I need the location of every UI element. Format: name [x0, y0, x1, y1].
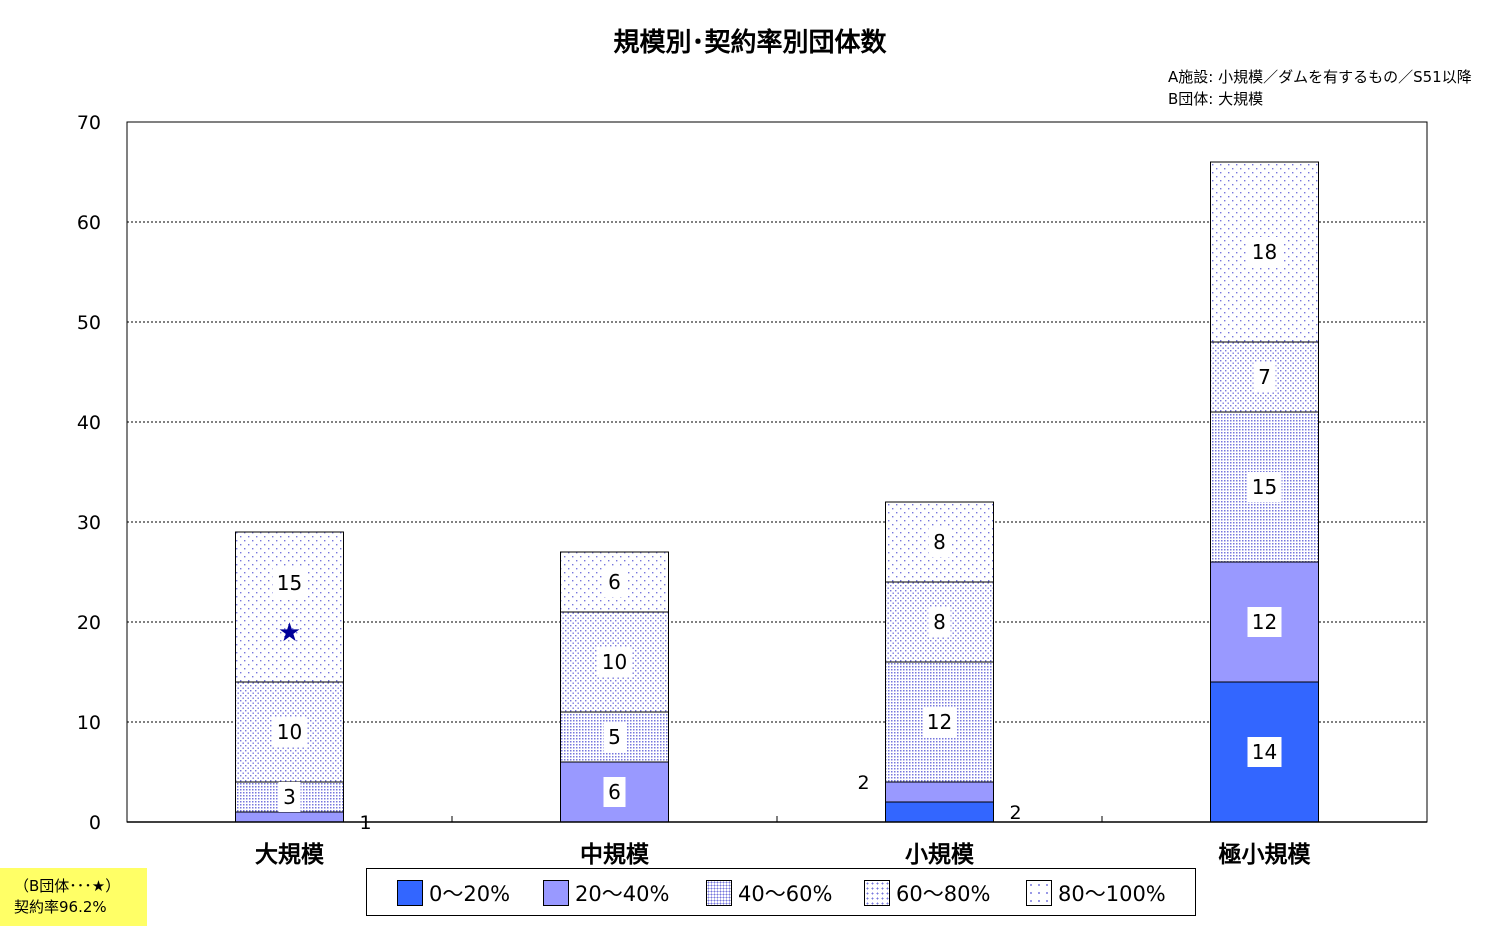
legend-swatch: [706, 880, 732, 906]
data-label: 15: [1252, 475, 1277, 499]
x-category-label: 極小規模: [1219, 841, 1312, 868]
note-line-b: B団体: 大規模: [1168, 90, 1264, 108]
marker-note-box: （B団体･･･★） 契約率96.2%: [0, 868, 147, 926]
legend-label: 60～80%: [896, 882, 991, 906]
data-label-bg: [1253, 362, 1276, 392]
data-label: 1: [359, 812, 371, 834]
y-tick-label: 0: [89, 812, 101, 834]
data-label-bg: [352, 808, 379, 834]
data-label-bg: [922, 707, 957, 737]
data-label-bg: [272, 717, 307, 747]
data-label-bg: [1002, 798, 1029, 824]
star-marker-icon: ★: [278, 618, 301, 648]
data-label: 10: [277, 720, 302, 744]
data-label: 8: [933, 530, 946, 554]
data-label: 8: [933, 610, 946, 634]
legend-label: 20～40%: [575, 882, 670, 906]
data-label: 14: [1252, 740, 1277, 764]
y-tick-label: 30: [77, 512, 101, 534]
data-label-bg: [1247, 607, 1282, 637]
legend-item: 0～20%: [397, 879, 510, 907]
data-label-bg: [597, 647, 632, 677]
legend-note: A施設: 小規模／ダムを有するもの／S51以降 B団体: 大規模: [1168, 66, 1472, 110]
note-line-a: A施設: 小規模／ダムを有するもの／S51以降: [1168, 68, 1472, 86]
data-label: 12: [927, 710, 952, 734]
data-label-bg: [603, 777, 626, 807]
data-label-bg: [1247, 472, 1282, 502]
legend-swatch: [397, 880, 423, 906]
legend-item: 40～60%: [706, 879, 832, 907]
y-tick-label: 70: [77, 112, 101, 134]
data-label-bg: [1247, 737, 1282, 767]
data-label-bg: [928, 607, 951, 637]
legend: 0～20% 20～40% 40～60% 60～80% 80～100%: [366, 868, 1196, 916]
legend-swatch: [1026, 880, 1052, 906]
legend-label: 0～20%: [429, 882, 511, 906]
data-label: 2: [857, 772, 869, 794]
data-label-bg: [603, 722, 626, 752]
data-label: 5: [608, 725, 621, 749]
bar-segment: [885, 781, 994, 803]
data-label: 18: [1252, 240, 1277, 264]
legend-item: 20～40%: [543, 879, 669, 907]
data-label: 12: [1252, 610, 1277, 634]
bar-segment: [885, 801, 994, 823]
y-tick-label: 10: [77, 712, 101, 734]
data-label-bg: [928, 527, 951, 557]
x-category-label: 中規模: [580, 842, 650, 868]
data-label-bg: [278, 782, 301, 812]
data-label: 2: [1009, 802, 1021, 824]
bar-segment: [235, 811, 344, 823]
data-label: 6: [608, 570, 621, 594]
legend-item: 80～100%: [1026, 879, 1166, 907]
y-tick-label: 20: [77, 612, 101, 634]
marker-note-line2: 契約率96.2%: [14, 898, 107, 916]
data-label: 7: [1258, 365, 1271, 389]
data-label: 15: [277, 571, 302, 595]
data-label-bg: [850, 768, 877, 794]
y-tick-label: 40: [77, 412, 101, 434]
marker-note-line1: （B団体･･･★）: [14, 877, 121, 895]
bar-segment: [235, 531, 344, 683]
data-label: 6: [608, 780, 621, 804]
x-category-label: 小規模: [905, 842, 975, 868]
chart-title: 規模別･契約率別団体数: [613, 28, 887, 58]
data-label-bg: [272, 568, 307, 598]
x-category-label: 大規模: [255, 842, 325, 868]
data-label: 10: [602, 650, 627, 674]
legend-label: 80～100%: [1058, 882, 1166, 906]
y-tick-label: 50: [77, 312, 101, 334]
data-label: 3: [283, 785, 296, 809]
data-label-bg: [603, 567, 626, 597]
legend-swatch: [864, 880, 890, 906]
legend-label: 40～60%: [738, 882, 833, 906]
legend-item: 60～80%: [864, 879, 990, 907]
y-tick-label: 60: [77, 212, 101, 234]
legend-swatch: [543, 880, 569, 906]
data-label-bg: [1247, 237, 1282, 267]
